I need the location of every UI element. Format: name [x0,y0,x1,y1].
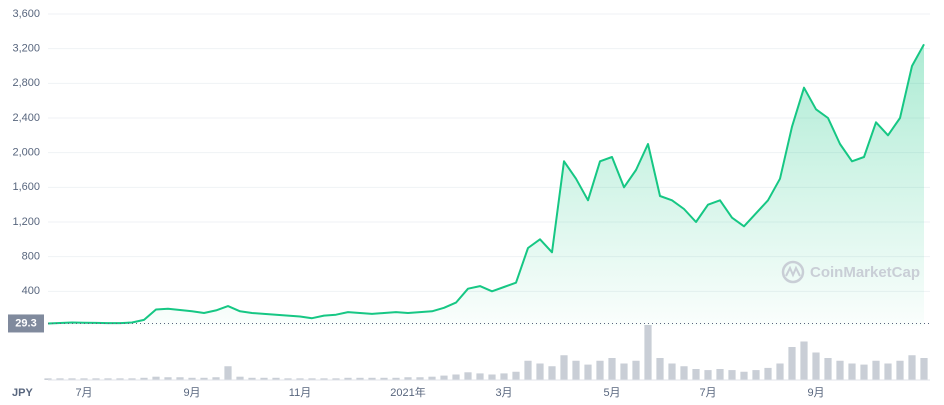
volume-bar [860,364,868,380]
y-tick-label: 2,000 [12,147,40,159]
volume-bar [488,374,496,380]
volume-bar [116,378,124,380]
volume-bar [368,377,376,380]
y-tick-label: 3,200 [12,43,40,55]
volume-bar [44,378,52,380]
volume-bar [320,378,328,380]
volume-bar [716,369,724,380]
y-tick-label: 800 [22,251,40,263]
volume-bar [248,377,256,380]
volume-bar [728,370,736,380]
volume-bar [752,370,760,380]
volume-bar [632,360,640,380]
volume-bar [308,378,316,380]
volume-bar [80,378,88,380]
volume-bar [188,377,196,380]
volume-bar [392,377,400,380]
volume-bar [524,360,532,380]
volume-bar [848,363,856,380]
volume-bar [164,377,172,380]
volume-bar [92,378,100,380]
y-tick-label: 400 [22,285,40,297]
volume-bar [872,360,880,380]
x-tick-label: 11月 [289,387,311,399]
volume-bar [536,363,544,380]
volume-bar [128,378,136,380]
area [48,44,924,327]
x-tick-label: 5月 [603,387,620,399]
x-tick-label: 9月 [183,387,200,399]
volume-bar [548,366,556,380]
volume-bar [896,360,904,380]
volume-bar [920,358,928,380]
x-tick-label: 7月 [75,387,92,399]
volume-bar [416,377,424,380]
volume-bar [356,377,364,380]
y-tick-label: 1,600 [12,181,40,193]
volume-bar [884,363,892,380]
volume-bar [908,355,916,380]
start-price-label: 29.3 [15,317,36,329]
volume-bar [668,363,676,380]
y-tick-label: 3,600 [12,8,40,20]
volume-bar [212,377,220,380]
currency-label: JPY [12,387,33,399]
x-tick-label: 9月 [807,387,824,399]
volume-bar [176,377,184,380]
volume-bar [656,358,664,380]
volume-bar [452,374,460,380]
volume-bar [836,360,844,380]
volume-bar [260,377,268,380]
volume-bar [332,378,340,380]
volume-bar [56,378,64,380]
volume-bar [140,377,148,380]
volume-bar [512,371,520,380]
volume-bar [812,352,820,380]
volume-bar [68,378,76,380]
volume-bar [440,375,448,380]
x-tick-label: 2021年 [390,385,425,399]
volume-bar [152,376,160,380]
volume-bar [800,341,808,380]
y-tick-label: 2,800 [12,77,40,89]
volume-bar [764,367,772,380]
volume-bar [704,370,712,380]
volume-bar [464,372,472,380]
volume-bar [236,376,244,380]
volume-bar [224,366,232,380]
watermark: CoinMarketCap [781,260,920,284]
volume-bar [572,360,580,380]
start-price-box [8,314,44,333]
volume-bar [560,355,568,380]
volume-bar [740,371,748,380]
price-line [47,43,925,325]
y-tick-label: 1,200 [12,216,40,228]
volume-bar [644,325,652,380]
x-tick-label: 7月 [699,387,716,399]
y-tick-label: 2,400 [12,112,40,124]
volume-bar [776,363,784,380]
volume-bar [380,377,388,380]
volume-bar [476,373,484,380]
volume-bar [692,369,700,380]
volume-bar [788,347,796,380]
volume-bar [200,377,208,380]
volume-bar [596,360,604,380]
x-tick-label: 3月 [495,387,512,399]
volume-bar [428,376,436,380]
volume-bar [284,378,292,380]
volume-bar [500,373,508,380]
volume-bar [620,363,628,380]
volume-bar [272,377,280,380]
volume-bar [824,358,832,380]
volume-bar [296,378,304,380]
watermark-text: CoinMarketCap [810,264,920,281]
volume-bar [680,366,688,380]
volume-bar [584,364,592,380]
volume-bar [608,358,616,380]
volume-bar [404,377,412,380]
volume-bar [344,377,352,380]
volume-bar [104,378,112,380]
